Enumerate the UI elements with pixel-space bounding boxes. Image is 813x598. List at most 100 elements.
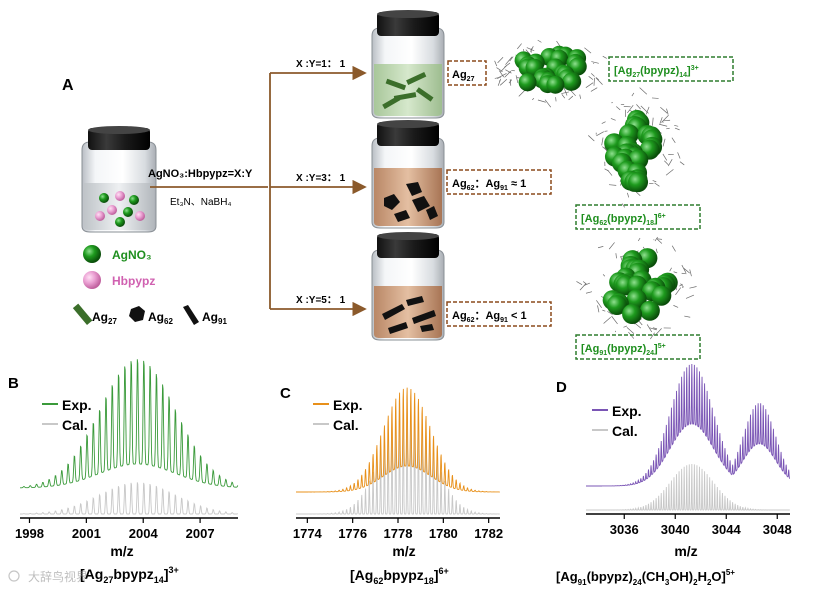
x-tick-label: 2007 [186,526,215,541]
panel-a-label: A [62,77,74,94]
ligand-stick [650,332,655,340]
calculated-trace [20,482,239,515]
ligand-stick [673,271,678,274]
xlabel-d: m/z [674,543,697,559]
ligand-stick [591,61,599,64]
svg-text:[Ag91(bpypz)24]5+: [Ag91(bpypz)24]5+ [581,343,666,357]
ligand-stick [689,269,692,277]
ligand-stick [505,56,513,65]
ligand-stick [602,55,607,59]
ligand-stick [662,138,666,147]
ligand-stick [659,117,663,124]
ligand-stick [596,300,602,309]
ligand-stick [636,104,641,110]
agno3-ball-icon [83,245,101,263]
x-tick-label: 2004 [129,526,159,541]
ligand-stick [607,311,613,315]
ligand-stick [654,182,660,187]
ligand-stick [623,325,628,328]
experimental-trace [586,363,791,487]
ligand-stick [656,238,663,244]
ligand-stick [497,78,502,86]
ligand-stick [652,327,658,330]
ligand-stick [669,267,672,272]
ligand-stick [634,322,642,329]
silver-atom [651,285,672,306]
ligand-stick [509,79,512,86]
ligand-stick [588,76,594,80]
legend-d-cal: Cal. [612,423,638,439]
ligand-stick [608,184,617,186]
ligand-stick [590,73,595,77]
ligand-stick [674,124,679,127]
panel-b-label: B [8,375,19,392]
ligand-stick [494,76,502,79]
ligand-stick [582,281,587,285]
x-tick-label: 2001 [72,526,101,541]
ligand-stick [601,137,604,146]
ligand-stick [497,56,504,64]
silver-atom [562,72,581,91]
ligand-stick [611,315,618,325]
ratio-3: X :Y=5： 1 [296,295,346,306]
calculated-trace [296,397,500,515]
ag62-legend-label: Ag62 [148,310,173,326]
ligand-stick [584,47,592,54]
silver-atom [622,304,643,325]
ag91-legend-label: Ag91 [202,310,227,326]
ligand-stick [608,242,615,250]
ligand-stick [639,87,648,95]
vial-ag62-ag91-lt [371,232,445,341]
ligand-stick [681,286,684,288]
ligand-stick [685,294,695,299]
calculated-trace [586,463,790,511]
ligand-stick [667,158,673,167]
ligand-stick [677,152,681,159]
legend-c-exp: Exp. [333,397,363,413]
ligand-stick [585,291,593,294]
reaction-ratio: AgNO₃:Hbpypz=X:Y [148,168,253,180]
formula-box-3: [Ag91(bpypz)24]5+ [575,334,701,360]
ligand-stick [627,104,634,114]
ligand-stick [649,327,657,331]
formula-box-1: [Ag27(bpypz)14]3+ [608,56,734,82]
ligand-stick [604,168,609,172]
start-vial [81,126,157,233]
svg-text:Ag62：Ag91 ≈ 1: Ag62：Ag91 ≈ 1 [452,178,526,192]
ligand-stick [602,309,606,312]
silver-atom [639,300,660,321]
ligand-stick [665,169,674,176]
product-box-3: Ag62：Ag91 < 1 [446,301,552,327]
ligand-stick [537,39,542,43]
ligand-stick [655,328,662,336]
ligand-stick [681,272,687,275]
x-tick-label: 3040 [661,522,690,537]
hbpypz-label: Hbpypz [112,274,155,288]
legend-d-exp: Exp. [612,403,642,419]
ligand-stick [499,78,508,86]
legend-b-cal: Cal. [62,417,88,433]
spectrum-d: 3036 3040 3044 3048 [586,363,792,537]
ligand-stick [652,180,657,183]
ligand-stick [500,65,507,73]
ligand-stick [660,106,668,114]
ligand-stick [684,315,691,318]
ligand-stick [666,127,670,130]
ligand-stick [616,106,621,111]
ligand-stick [655,248,658,254]
ratio-2: X :Y=3： 1 [296,173,346,184]
ligand-stick [568,95,574,101]
experimental-trace [296,387,500,493]
ligand-stick [601,121,606,124]
ligand-stick [666,108,669,115]
legend-c-cal: Cal. [333,417,359,433]
experimental-trace [19,359,239,489]
ligand-stick [518,89,526,97]
spectrum-b: 1998 2001 2004 2007 [15,359,239,541]
x-tick-label: 3048 [763,522,792,537]
ligand-stick [673,305,679,308]
ligand-stick [615,253,617,259]
ligand-stick [602,274,606,277]
silver-atom [606,295,627,316]
